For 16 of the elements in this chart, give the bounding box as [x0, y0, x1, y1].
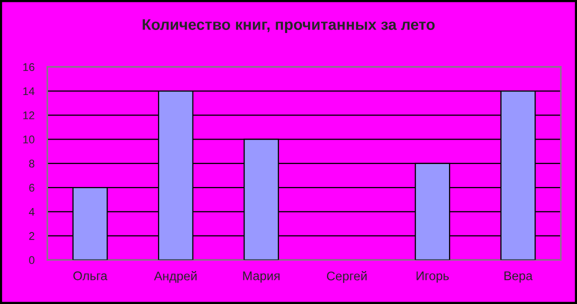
x-tick-label: Сергей: [326, 271, 367, 283]
y-tick-label: 16: [23, 63, 34, 72]
x-tick-label: Мария: [243, 271, 280, 283]
y-tick-label: 2: [29, 232, 34, 240]
y-tick-label: 4: [28, 208, 34, 216]
y-tick-label: 6: [29, 184, 34, 192]
x-tick-label: Ольга: [73, 271, 108, 280]
y-tick-label: 10: [23, 136, 34, 144]
x-tick-label: Игорь: [416, 271, 449, 283]
y-tick-label: 8: [29, 160, 34, 168]
x-tick-label: Вера: [504, 271, 533, 283]
chart-title: Количество книг, прочитанных за лето: [142, 19, 435, 33]
y-tick-label: 14: [23, 87, 34, 96]
y-tick-label: 12: [23, 111, 34, 120]
y-tick-label: 0: [29, 256, 34, 264]
x-tick-label: Андрей: [154, 271, 197, 283]
